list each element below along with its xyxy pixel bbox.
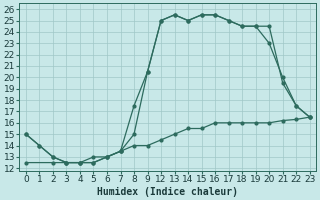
X-axis label: Humidex (Indice chaleur): Humidex (Indice chaleur) (97, 186, 238, 197)
